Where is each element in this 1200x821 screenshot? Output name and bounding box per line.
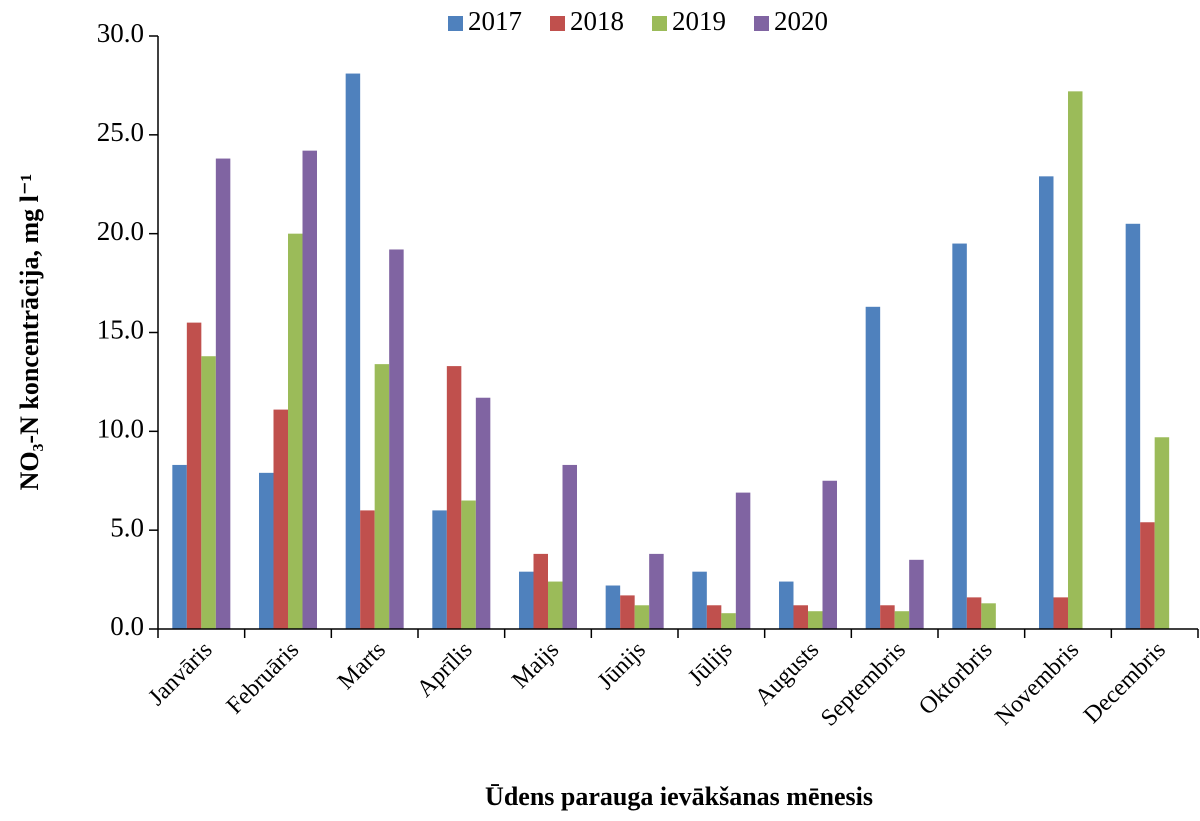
legend-swatch — [448, 16, 463, 31]
y-tick-label: 10.0 — [97, 414, 144, 444]
bar — [692, 571, 707, 629]
x-tick-label: Maijs — [507, 637, 564, 694]
y-tick-label: 15.0 — [97, 315, 144, 345]
x-tick-label: Septembris — [816, 637, 911, 732]
bar — [649, 553, 664, 629]
bar — [360, 510, 375, 629]
bar — [475, 397, 491, 629]
legend-label: 2019 — [672, 6, 726, 36]
bar — [952, 243, 967, 630]
bar — [548, 581, 563, 629]
bar — [172, 464, 187, 629]
bar — [779, 581, 794, 629]
y-tick-label: 20.0 — [97, 216, 144, 246]
bar — [605, 585, 621, 629]
bar — [966, 597, 982, 629]
y-tick-label: 25.0 — [97, 117, 144, 147]
bar — [519, 571, 534, 629]
legend-label: 2020 — [774, 6, 828, 36]
x-tick-label: Marts — [333, 637, 391, 695]
bar — [793, 605, 808, 629]
bar — [865, 306, 881, 629]
x-tick-label: Jūnijs — [593, 637, 651, 695]
bar — [446, 366, 462, 629]
bar — [735, 492, 751, 629]
bar — [1125, 223, 1141, 630]
bar — [1068, 91, 1083, 629]
bar — [533, 553, 548, 629]
bar — [909, 559, 924, 629]
bar — [389, 249, 404, 630]
bar — [706, 605, 722, 629]
y-tick-label: 30.0 — [97, 18, 144, 48]
y-tick-label: 5.0 — [110, 512, 144, 542]
x-tick-label: Februāris — [222, 637, 304, 719]
bar — [186, 322, 202, 629]
y-axis-title: NO₃-N koncentrācija, mg l⁻¹ — [15, 174, 44, 491]
x-tick-label: Janvāris — [144, 637, 218, 711]
bar — [880, 605, 895, 629]
legend-label: 2018 — [570, 6, 624, 36]
bar — [461, 500, 476, 629]
x-tick-label: Novembris — [990, 637, 1084, 731]
bar — [822, 480, 837, 629]
x-axis-title: Ūdens parauga ievākšanas mēnesis — [485, 782, 873, 811]
bar — [259, 472, 274, 629]
bar — [620, 595, 635, 629]
bar — [1039, 176, 1054, 630]
bar — [1154, 437, 1170, 629]
bar — [894, 611, 910, 629]
x-tick-label: Decembris — [1079, 637, 1171, 729]
bar — [981, 603, 996, 629]
bar — [201, 356, 216, 629]
x-tick-label: Aprīlis — [412, 637, 478, 703]
legend-label: 2017 — [468, 6, 522, 36]
bar — [634, 605, 650, 629]
bar — [721, 613, 736, 629]
legend-swatch — [550, 16, 565, 31]
bar — [1140, 522, 1155, 629]
bar — [562, 464, 577, 629]
bar — [273, 409, 288, 629]
bar — [302, 150, 317, 629]
bar — [374, 364, 390, 629]
legend-swatch — [652, 16, 667, 31]
bar — [808, 611, 823, 629]
x-tick-label: Jūlijs — [683, 637, 737, 691]
bar — [432, 510, 447, 629]
bar — [1053, 597, 1068, 629]
x-tick-label: Augusts — [750, 637, 824, 711]
x-tick-label: Oktorbris — [914, 637, 997, 720]
legend-swatch — [754, 16, 769, 31]
y-tick-label: 0.0 — [110, 611, 144, 641]
bar — [345, 73, 361, 630]
bar — [215, 158, 231, 629]
bar — [288, 233, 303, 629]
